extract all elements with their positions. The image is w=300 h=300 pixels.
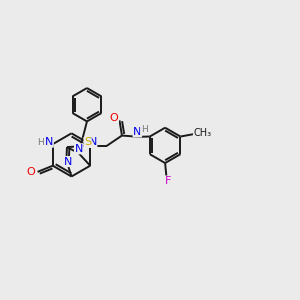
Text: O: O: [26, 167, 35, 177]
Text: O: O: [110, 113, 118, 123]
Text: N: N: [63, 157, 72, 166]
Text: N: N: [88, 137, 97, 147]
Text: H: H: [141, 125, 147, 134]
Text: F: F: [164, 176, 171, 186]
Text: N: N: [45, 137, 53, 147]
Text: H: H: [37, 138, 44, 147]
Text: CH₃: CH₃: [194, 128, 211, 138]
Text: S: S: [84, 137, 91, 147]
Text: N: N: [133, 127, 142, 137]
Text: N: N: [74, 144, 83, 154]
